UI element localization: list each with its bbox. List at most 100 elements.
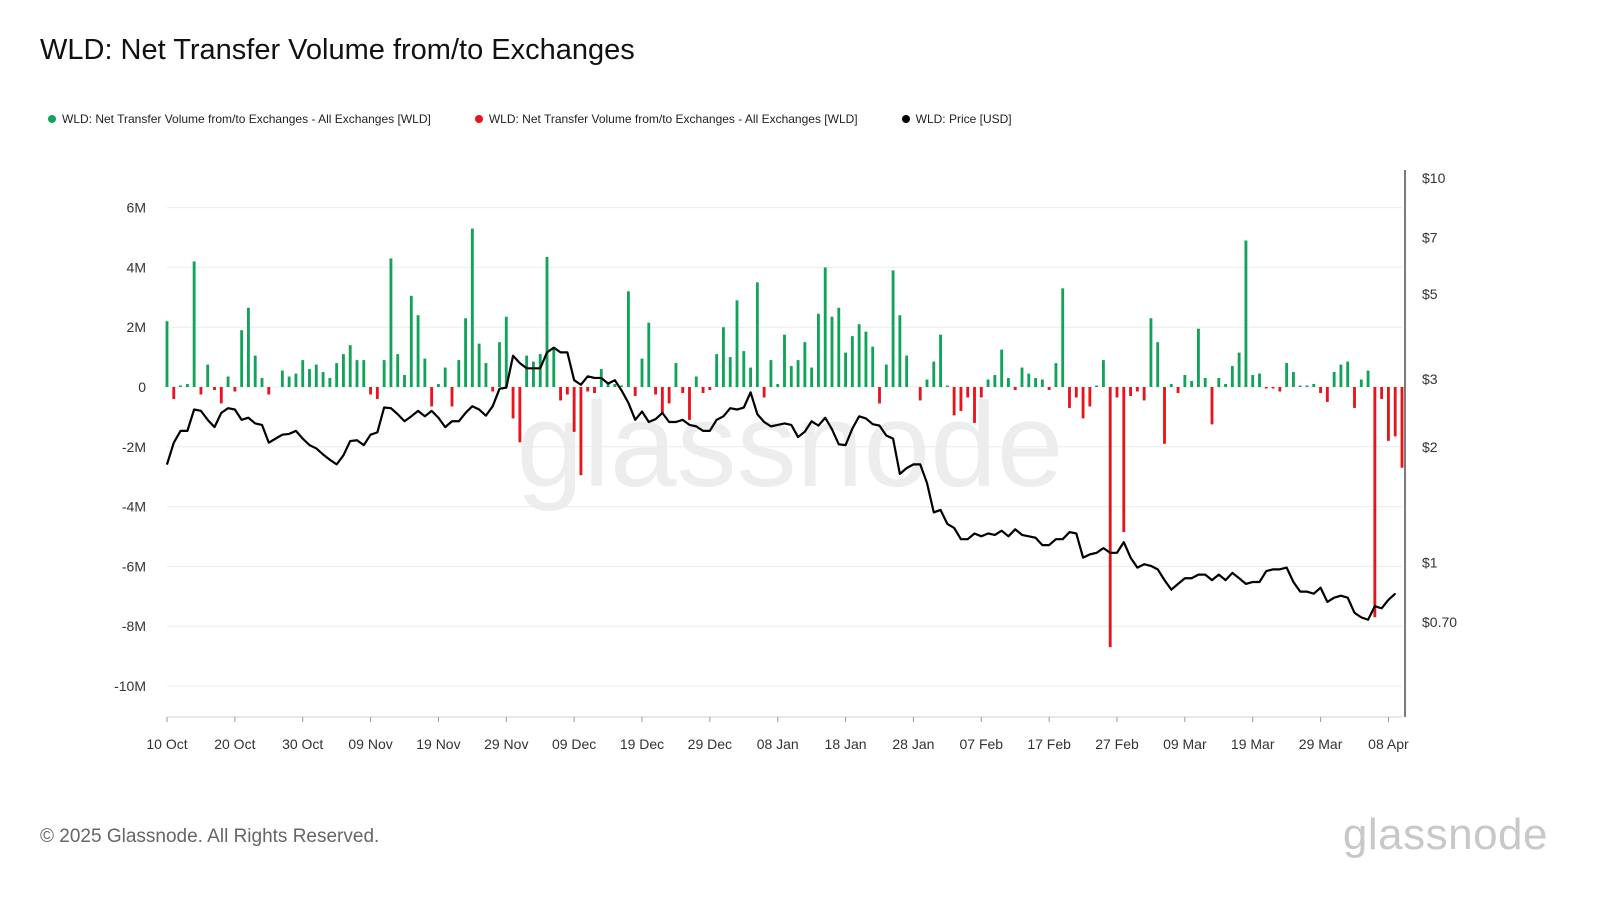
left-tick-label: -4M: [122, 499, 146, 515]
price-point: [193, 408, 195, 411]
legend-item-outflow[interactable]: WLD: Net Transfer Volume from/to Exchang…: [474, 112, 858, 126]
x-tick-label: 18 Jan: [825, 736, 867, 752]
glassnode-logo: glassnode: [1342, 810, 1548, 859]
price-point: [865, 417, 867, 420]
price-point: [1306, 591, 1308, 593]
outflow-bar: [1074, 387, 1078, 398]
price-point: [878, 425, 881, 427]
price-point: [1218, 574, 1220, 576]
price-point: [967, 538, 969, 540]
inflow-bar: [810, 367, 814, 387]
inflow-bar: [1007, 378, 1010, 387]
price-point: [1001, 530, 1003, 532]
price-point: [1387, 599, 1390, 601]
price-point: [444, 426, 446, 428]
inflow-bar: [382, 360, 386, 387]
inflow-bar: [1040, 379, 1044, 387]
inflow-bar: [477, 343, 481, 387]
inflow-bar: [280, 370, 284, 387]
inflow-bar: [891, 270, 895, 387]
price-point: [1109, 552, 1111, 554]
price-point: [1034, 537, 1037, 539]
inflow-bar: [722, 327, 725, 387]
price-point: [417, 410, 419, 412]
inflow-bar: [287, 376, 291, 387]
inflow-bar: [674, 363, 678, 387]
price-point: [831, 428, 833, 430]
x-tick-label: 28 Jan: [892, 736, 934, 752]
price-point: [356, 439, 358, 441]
x-tick-label: 29 Mar: [1299, 736, 1343, 752]
price-point: [783, 422, 786, 425]
price-line: [165, 346, 1396, 621]
inflow-bar: [1020, 367, 1024, 387]
inflow-bar: [844, 352, 847, 387]
price-point: [749, 391, 752, 393]
inflow-bar: [613, 384, 617, 387]
price-point: [1347, 597, 1349, 599]
inflow-bar: [728, 357, 732, 387]
price-point: [498, 388, 501, 390]
left-tick-label: 0: [138, 379, 146, 395]
price-point: [315, 447, 317, 450]
outflow-bar: [979, 387, 983, 398]
price-point: [390, 407, 392, 409]
inflow-bar: [1217, 378, 1221, 387]
price-point: [424, 415, 426, 417]
inflow-bar: [1237, 352, 1241, 387]
outflow-bar: [1353, 387, 1356, 408]
outflow-bar: [430, 387, 434, 407]
price-point: [1123, 541, 1125, 543]
price-point: [200, 410, 202, 412]
inflow-bar: [423, 358, 427, 387]
inflow-bar: [253, 355, 257, 387]
price-point: [1191, 577, 1193, 579]
inflow-bar: [538, 354, 542, 387]
inflow-bar: [620, 385, 624, 387]
price-point: [675, 421, 677, 423]
inflow-bar: [1312, 384, 1316, 387]
price-point: [1177, 583, 1179, 585]
price-point: [763, 421, 765, 423]
price-point: [1096, 552, 1098, 554]
price-point: [919, 463, 921, 465]
price-point: [1367, 619, 1369, 621]
legend-item-price[interactable]: WLD: Price [USD]: [901, 112, 1012, 126]
legend-dot-red-icon: [474, 115, 483, 123]
legend-item-inflow[interactable]: WLD: Net Transfer Volume from/to Exchang…: [48, 112, 431, 126]
price-point: [539, 367, 541, 369]
inflow-bar: [1305, 385, 1309, 387]
price-point: [1136, 567, 1138, 569]
price-point: [1068, 531, 1071, 533]
inflow-bar: [871, 346, 875, 387]
inflow-bar: [348, 345, 352, 387]
inflow-bar: [301, 360, 305, 387]
inflow-bar: [1034, 378, 1037, 387]
inflow-bar: [1027, 373, 1031, 387]
price-point: [702, 430, 704, 432]
outflow-bar: [1108, 387, 1112, 648]
inflow-bar: [1332, 372, 1336, 387]
price-point: [485, 415, 487, 417]
price-point: [817, 425, 820, 427]
outflow-bar: [213, 387, 216, 390]
outflow-bar: [918, 387, 922, 401]
outflow-bar: [1278, 387, 1282, 392]
price-point: [899, 473, 901, 475]
price-point: [1102, 547, 1105, 549]
price-point: [661, 412, 663, 414]
price-point: [383, 406, 385, 409]
price-point: [1394, 593, 1396, 595]
inflow-bar: [694, 376, 698, 387]
price-point: [254, 422, 256, 425]
left-tick-label: 2M: [127, 319, 146, 335]
outflow-bar: [593, 387, 596, 393]
price-point: [1129, 557, 1132, 559]
price-point: [241, 419, 243, 421]
outflow-bar: [565, 387, 569, 395]
inflow-bar: [1285, 363, 1289, 387]
inflow-bar: [498, 342, 501, 387]
price-point: [1319, 587, 1322, 589]
price-point: [376, 431, 378, 433]
